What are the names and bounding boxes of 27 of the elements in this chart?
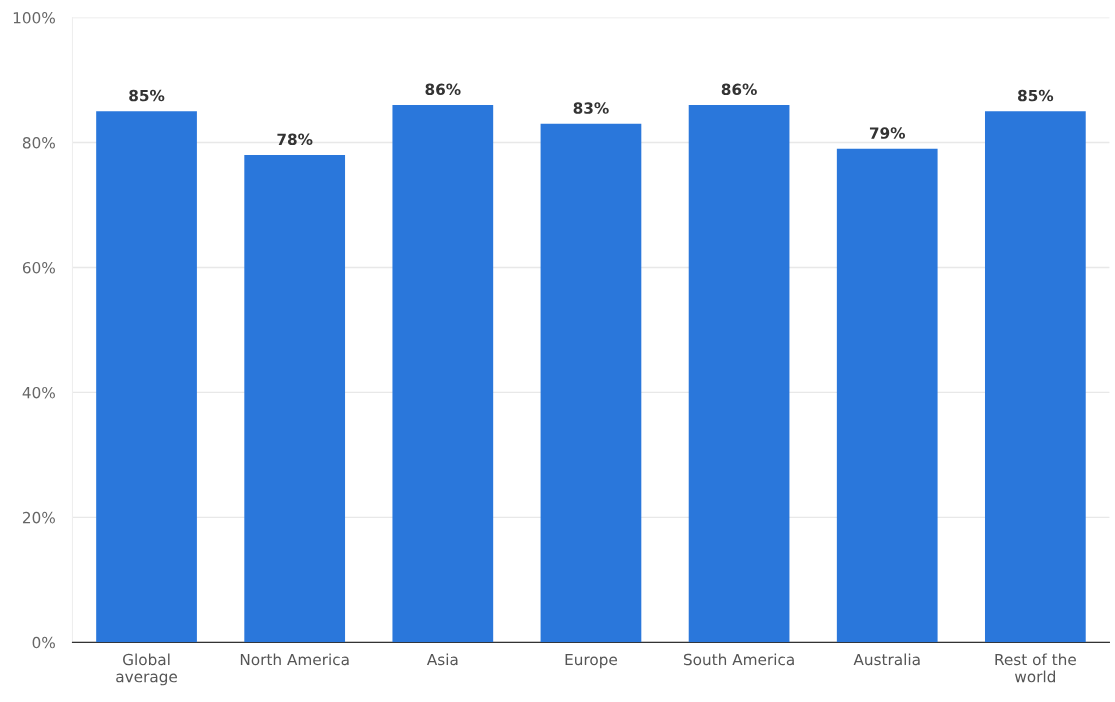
bar [984, 111, 1086, 643]
y-tick-label: 60% [22, 261, 55, 274]
data-label: 85% [129, 89, 165, 102]
data-label: 83% [573, 102, 609, 114]
bar [688, 105, 790, 643]
x-tick-label: Europe [565, 653, 617, 669]
bar [244, 155, 346, 643]
data-label: 85% [1018, 89, 1054, 102]
data-label: 86% [425, 83, 461, 96]
y-tick-label: 100% [13, 12, 55, 24]
y-tick-label: 80% [22, 136, 55, 149]
x-tick-label: Asia [426, 653, 458, 666]
x-tick-label: North America [240, 653, 349, 666]
bar [392, 105, 494, 643]
data-label: 86% [721, 83, 757, 96]
data-label: 78% [277, 133, 313, 146]
x-tick-label: South America [683, 653, 794, 666]
x-tick-label: Rest of the world [995, 653, 1076, 683]
x-tick-label: Australia [853, 653, 920, 666]
data-label: 79% [869, 127, 906, 139]
x-tick-label: Global average [116, 653, 177, 686]
bar [836, 148, 938, 643]
y-tick-label: 20% [22, 511, 55, 524]
bar [96, 111, 197, 643]
y-tick-label: 0% [32, 636, 55, 649]
bar [540, 123, 642, 643]
y-tick-label: 40% [22, 386, 55, 399]
